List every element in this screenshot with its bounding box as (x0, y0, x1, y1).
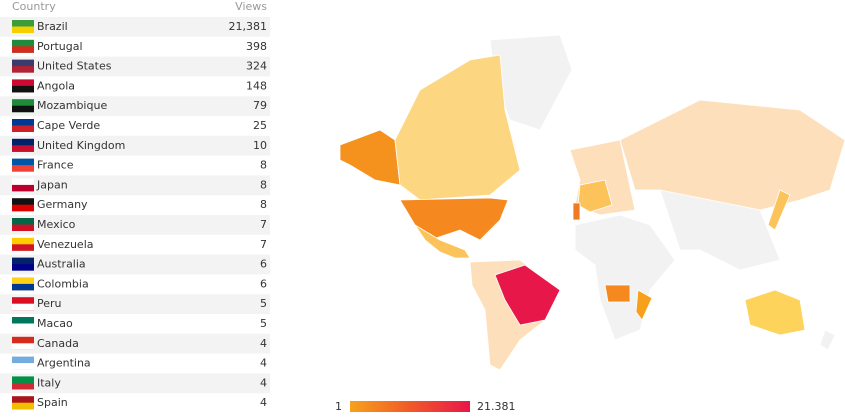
flag (12, 184, 34, 192)
country-name: Germany (37, 198, 88, 211)
view-count: 8 (260, 159, 267, 172)
flag (12, 145, 34, 152)
legend-gradient (350, 401, 470, 412)
country-table: Country Views Brazil 21,381 Portugal 398 Uni… (0, 0, 270, 410)
view-count: 21,381 (229, 20, 268, 33)
country-name: United States (37, 60, 112, 73)
country-name: Cape Verde (37, 119, 100, 132)
country-name: Australia (37, 258, 86, 271)
legend-min: 1 (335, 400, 342, 413)
row-bg (0, 215, 270, 235)
south-asia (659, 189, 781, 271)
country-name: United Kingdom (37, 139, 125, 152)
canada (394, 54, 521, 201)
map-legend: 1 21.381 (335, 400, 516, 413)
flag (12, 303, 34, 311)
row-bg (0, 96, 270, 116)
view-count: 6 (260, 277, 267, 290)
flag (12, 382, 34, 390)
country-name: Mozambique (37, 99, 107, 112)
flag (12, 26, 34, 33)
view-count: 7 (260, 218, 267, 231)
country-name: Portugal (37, 40, 83, 53)
view-count: 398 (246, 40, 267, 53)
world-map (339, 34, 845, 371)
country-name: Argentina (37, 357, 91, 370)
header-country: Country (12, 0, 56, 13)
view-count: 8 (260, 198, 267, 211)
flag (12, 264, 34, 271)
flag (12, 165, 34, 172)
flag (12, 105, 34, 113)
mozambique (635, 289, 653, 321)
alaska (339, 129, 401, 186)
new-zealand (819, 329, 836, 351)
row-bg (0, 135, 270, 156)
country-name: Japan (36, 178, 68, 191)
row-bg (0, 56, 270, 77)
view-count: 4 (260, 396, 267, 409)
africa (574, 214, 676, 341)
view-count: 79 (253, 99, 267, 112)
row-bg (0, 373, 270, 394)
portugal (572, 202, 581, 221)
flag (12, 125, 34, 132)
view-count: 25 (253, 119, 267, 132)
header-views: Views (235, 0, 267, 13)
view-count: 7 (260, 238, 267, 251)
view-count: 5 (260, 297, 267, 310)
view-count: 5 (260, 317, 267, 330)
country-name: Peru (37, 297, 62, 310)
country-name: France (37, 159, 74, 172)
row-bg (0, 333, 270, 354)
country-name: Macao (37, 317, 73, 330)
country-name: Venezuela (37, 238, 94, 251)
view-count: 324 (246, 60, 267, 73)
flag (12, 204, 34, 212)
view-count: 4 (260, 337, 267, 350)
view-count: 148 (246, 79, 267, 92)
row-bg (0, 254, 270, 275)
country-name: Angola (37, 79, 75, 92)
view-count: 4 (260, 376, 267, 389)
view-count: 8 (260, 178, 267, 191)
country-name: Mexico (37, 218, 76, 231)
flag (12, 244, 34, 251)
western-europe (577, 179, 613, 213)
flag (12, 283, 34, 291)
flag (12, 85, 34, 93)
row-bg (0, 17, 270, 37)
country-name: Spain (37, 396, 68, 409)
view-count: 10 (253, 139, 267, 152)
mexico (414, 224, 471, 259)
flag (12, 46, 34, 53)
flag (12, 343, 34, 350)
flag (12, 66, 34, 73)
flag (12, 363, 34, 370)
country-name: Italy (37, 376, 61, 389)
brazil (494, 264, 561, 326)
australia (744, 289, 806, 336)
view-count: 6 (260, 258, 267, 271)
row-bg (0, 294, 270, 314)
country-name: Brazil (37, 20, 68, 33)
russia-asia (619, 99, 845, 211)
angola (604, 284, 631, 303)
flag (12, 402, 34, 410)
country-name: Canada (37, 337, 79, 350)
row-bg (0, 175, 270, 196)
japan (767, 189, 791, 231)
legend-max: 21.381 (477, 400, 516, 413)
usa (399, 197, 509, 241)
view-count: 4 (260, 357, 267, 370)
country-name: Colombia (37, 277, 89, 290)
flag (12, 323, 34, 330)
flag (12, 224, 34, 231)
